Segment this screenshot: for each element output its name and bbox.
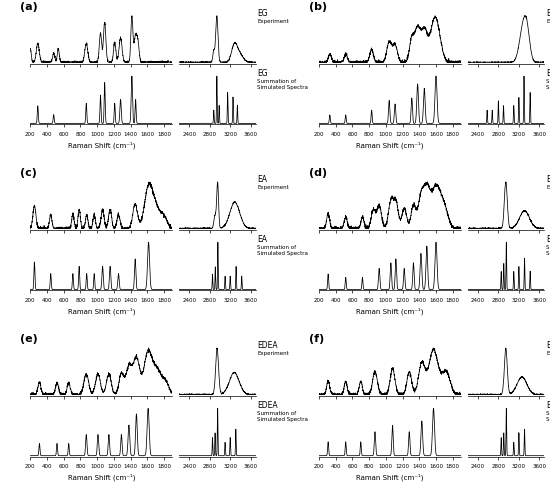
Text: EA: EA xyxy=(257,235,267,244)
Text: Summation of
Simulated Spectra: Summation of Simulated Spectra xyxy=(546,411,550,422)
Text: Experiment: Experiment xyxy=(257,19,289,24)
Text: Summation of
Simulated Spectra: Summation of Simulated Spectra xyxy=(257,411,309,422)
Text: (d): (d) xyxy=(309,168,327,178)
Text: Experiment: Experiment xyxy=(546,19,550,24)
Text: EDEA: EDEA xyxy=(257,341,278,350)
Text: ED: ED xyxy=(546,8,550,18)
X-axis label: Raman Shift (cm⁻¹): Raman Shift (cm⁻¹) xyxy=(356,307,424,315)
Text: Summation of
Simulated Spectra: Summation of Simulated Spectra xyxy=(257,245,309,256)
Text: EGEDEA: EGEDEA xyxy=(546,401,550,410)
Text: EA: EA xyxy=(257,175,267,184)
Text: Experiment: Experiment xyxy=(546,185,550,190)
X-axis label: Raman Shift (cm⁻¹): Raman Shift (cm⁻¹) xyxy=(68,141,135,149)
Text: (b): (b) xyxy=(309,1,327,12)
Text: (a): (a) xyxy=(20,1,38,12)
Text: EG: EG xyxy=(257,69,268,78)
Text: EGEDEA: EGEDEA xyxy=(546,341,550,350)
Text: EGED: EGED xyxy=(546,235,550,244)
X-axis label: Raman Shift (cm⁻¹): Raman Shift (cm⁻¹) xyxy=(68,473,135,481)
Text: (f): (f) xyxy=(309,334,324,344)
X-axis label: Raman Shift (cm⁻¹): Raman Shift (cm⁻¹) xyxy=(68,307,135,315)
Text: Summation of
Simulated Spectra: Summation of Simulated Spectra xyxy=(257,79,309,90)
Text: ED: ED xyxy=(546,69,550,78)
Text: (c): (c) xyxy=(20,168,37,178)
X-axis label: Raman Shift (cm⁻¹): Raman Shift (cm⁻¹) xyxy=(356,141,424,149)
Text: Experiment: Experiment xyxy=(257,351,289,356)
Text: Summation of
Simulated Spectra: Summation of Simulated Spectra xyxy=(546,245,550,256)
X-axis label: Raman Shift (cm⁻¹): Raman Shift (cm⁻¹) xyxy=(356,473,424,481)
Text: Experiment: Experiment xyxy=(257,185,289,190)
Text: EGED: EGED xyxy=(546,175,550,184)
Text: EDEA: EDEA xyxy=(257,401,278,410)
Text: (e): (e) xyxy=(20,334,38,344)
Text: EG: EG xyxy=(257,8,268,18)
Text: Experiment: Experiment xyxy=(546,351,550,356)
Text: Summation of
Simulated Spectra: Summation of Simulated Spectra xyxy=(546,79,550,90)
